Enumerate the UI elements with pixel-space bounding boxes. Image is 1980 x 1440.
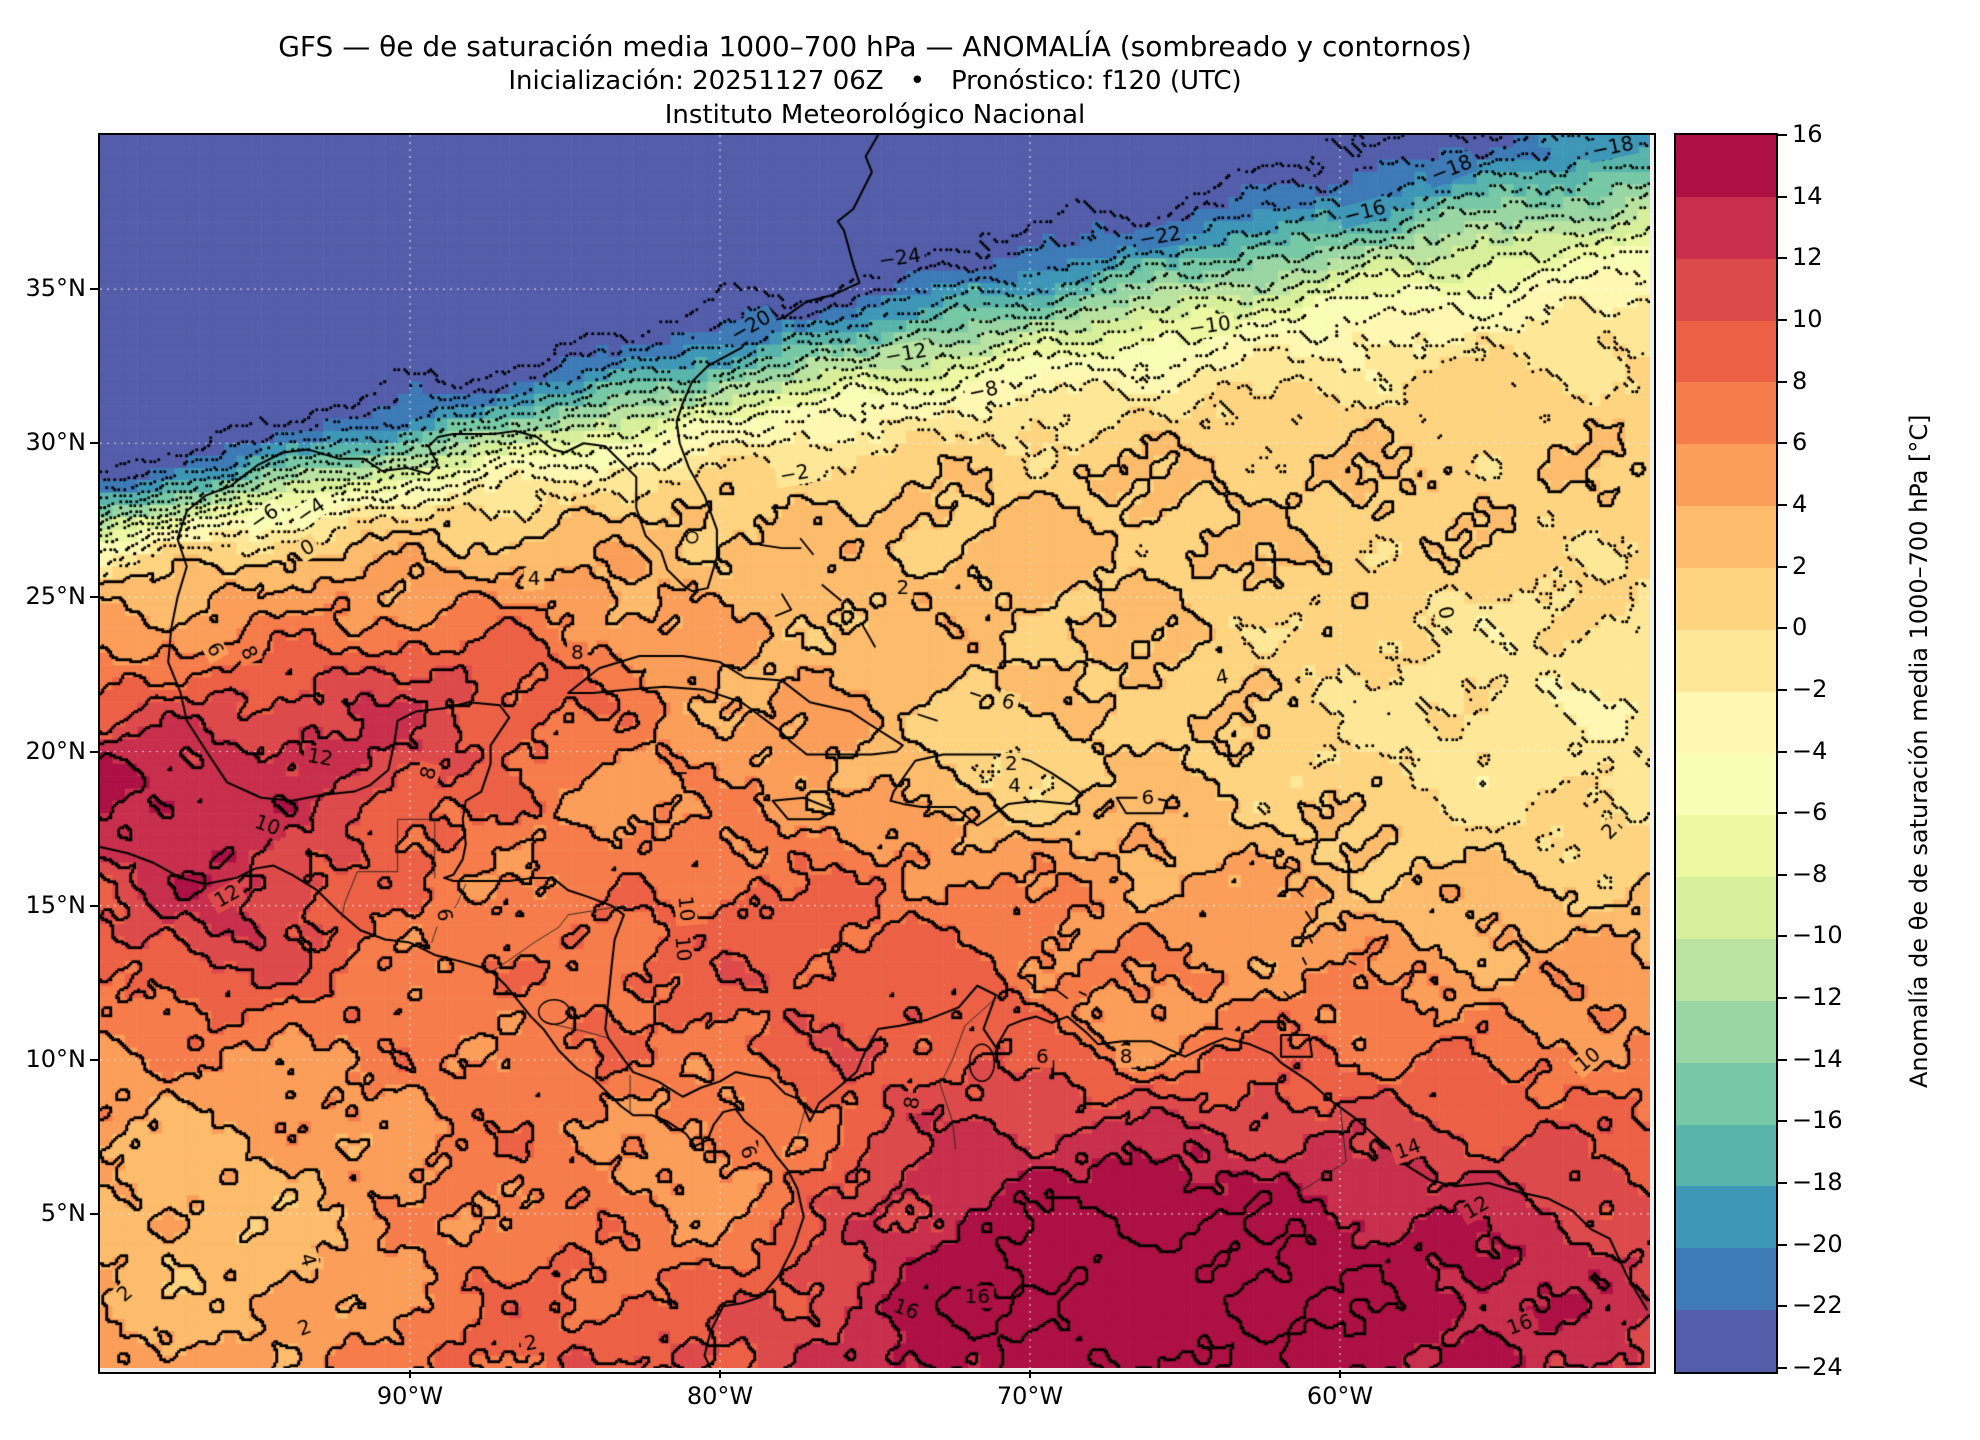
colorbar-tick <box>1778 1367 1787 1369</box>
lat-axis-tick <box>90 596 98 599</box>
colorbar-tick <box>1778 1243 1787 1246</box>
colorbar-tick <box>1778 380 1787 383</box>
colorbar-band <box>1676 1248 1776 1311</box>
lat-tick-label: 25°N <box>25 582 87 611</box>
lon-tick-label: 90°W <box>376 1382 444 1410</box>
map-plot-area <box>98 133 1656 1374</box>
colorbar-band <box>1676 938 1776 1001</box>
lat-axis-tick <box>90 1212 98 1215</box>
colorbar-tick <box>1778 812 1787 815</box>
colorbar-band <box>1676 196 1776 259</box>
colorbar-tick-label: −6 <box>1792 798 1828 827</box>
colorbar-tick <box>1778 195 1787 198</box>
chart-title: GFS — θe de saturación media 1000–700 hP… <box>278 30 1472 63</box>
colorbar-band <box>1676 1124 1776 1187</box>
colorbar-band <box>1676 320 1776 383</box>
colorbar-tick <box>1778 1182 1787 1185</box>
colorbar-tick-label: 16 <box>1792 120 1823 148</box>
colorbar-tick-label: 10 <box>1792 304 1823 333</box>
colorbar-tick-label: −14 <box>1792 1044 1843 1073</box>
colorbar-band <box>1676 691 1776 754</box>
lat-tick-label: 20°N <box>25 736 87 765</box>
colorbar-tick-label: 12 <box>1792 243 1823 272</box>
colorbar-band <box>1676 1062 1776 1125</box>
lon-tick-label: 60°W <box>1306 1382 1374 1410</box>
colorbar-tick-label: −10 <box>1792 921 1843 950</box>
lon-tick-label: 80°W <box>686 1382 754 1410</box>
colorbar-tick-label: 14 <box>1792 181 1823 210</box>
colorbar-tick <box>1778 1058 1787 1061</box>
contour-map-canvas <box>100 135 1650 1368</box>
colorbar-tick <box>1778 688 1787 691</box>
lat-axis-tick <box>90 1058 98 1061</box>
lat-tick-label: 35°N <box>25 274 87 303</box>
colorbar-tick-label: 6 <box>1792 428 1808 457</box>
colorbar-band <box>1676 1310 1776 1372</box>
colorbar-tick-label: −2 <box>1792 674 1828 703</box>
lat-axis-tick <box>90 750 98 753</box>
colorbar-band <box>1676 444 1776 507</box>
colorbar-tick <box>1778 750 1787 753</box>
chart-subtitle-init-forecast: Inicialización: 20251127 06Z • Pronóstic… <box>508 66 1242 96</box>
colorbar-band <box>1676 567 1776 630</box>
colorbar-tick-label: 8 <box>1792 366 1808 395</box>
colorbar-tick-label: 0 <box>1792 613 1808 642</box>
colorbar-tick-label: −24 <box>1792 1353 1843 1381</box>
lon-axis-tick <box>1029 1370 1031 1378</box>
lat-tick-label: 30°N <box>25 428 87 457</box>
colorbar-tick <box>1778 627 1787 630</box>
colorbar-tick <box>1778 442 1787 445</box>
colorbar-tick-label: −16 <box>1792 1106 1843 1135</box>
colorbar-band <box>1676 135 1776 197</box>
lat-tick-label: 5°N <box>40 1198 86 1227</box>
colorbar-tick <box>1778 134 1787 136</box>
colorbar-tick-label: −22 <box>1792 1291 1843 1320</box>
colorbar-band <box>1676 1186 1776 1249</box>
colorbar-band <box>1676 1000 1776 1063</box>
colorbar-tick <box>1778 1305 1787 1308</box>
lat-axis-tick <box>90 442 98 445</box>
colorbar-band <box>1676 753 1776 816</box>
lat-tick-label: 10°N <box>25 1044 87 1073</box>
lat-axis-tick <box>90 288 98 291</box>
lat-tick-label: 15°N <box>25 890 87 919</box>
colorbar-tick-label: 4 <box>1792 489 1808 518</box>
lon-axis-tick <box>1339 1370 1341 1378</box>
colorbar-band <box>1676 629 1776 692</box>
colorbar-tick-label: −4 <box>1792 736 1828 765</box>
colorbar-tick <box>1778 1120 1787 1123</box>
colorbar-tick <box>1778 318 1787 321</box>
chart-subtitle-institution: Instituto Meteorológico Nacional <box>664 100 1086 130</box>
colorbar-tick <box>1778 997 1787 1000</box>
colorbar-tick <box>1778 257 1787 260</box>
colorbar-tick-label: −8 <box>1792 859 1828 888</box>
colorbar-band <box>1676 815 1776 878</box>
colorbar <box>1674 133 1778 1374</box>
colorbar-tick-label: 2 <box>1792 551 1808 580</box>
colorbar-band <box>1676 382 1776 445</box>
colorbar-tick <box>1778 503 1787 506</box>
colorbar-tick-label: −12 <box>1792 983 1843 1012</box>
lon-axis-tick <box>409 1370 411 1378</box>
colorbar-band <box>1676 877 1776 939</box>
lat-axis-tick <box>90 904 98 907</box>
colorbar-axis-label: Anomalía de θe de saturación media 1000–… <box>1905 414 1933 1089</box>
colorbar-tick <box>1778 935 1787 938</box>
lon-tick-label: 70°W <box>996 1382 1064 1410</box>
colorbar-tick <box>1778 873 1787 876</box>
colorbar-tick-label: −20 <box>1792 1229 1843 1258</box>
colorbar-tick-label: −18 <box>1792 1168 1843 1197</box>
colorbar-band <box>1676 506 1776 568</box>
lon-axis-tick <box>719 1370 721 1378</box>
colorbar-band <box>1676 258 1776 321</box>
colorbar-tick <box>1778 565 1787 568</box>
